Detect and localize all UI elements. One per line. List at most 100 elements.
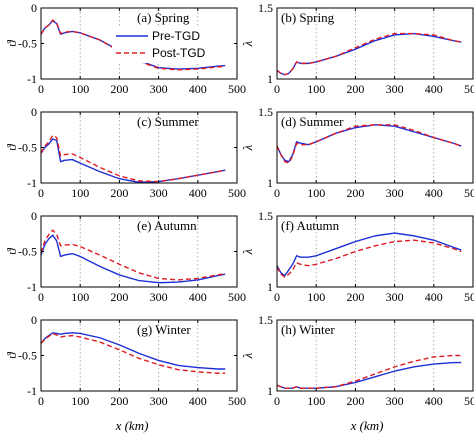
y-tick-label: 0	[31, 313, 37, 327]
x-tick-label: 200	[346, 82, 364, 96]
panel-8: 0 100 200 300 400 500 1 1.5 λ (h) Winter	[240, 313, 474, 408]
x-tick-label: 0	[38, 394, 44, 408]
series-pre-tgd-line	[40, 332, 226, 370]
y-tick-label: 1.5	[258, 1, 273, 15]
y-tick-label: 1.5	[258, 313, 273, 327]
y-axis-label: ϑ	[4, 352, 19, 359]
x-tick-label: 100	[71, 290, 89, 304]
plot-frame	[276, 215, 474, 288]
y-tick-label: -0.5	[18, 141, 37, 155]
x-tick-label: 500	[464, 394, 474, 408]
panel-7: 0 100 200 300 400 500 0 -0.5 -1 ϑ (g) Winter	[4, 313, 246, 408]
legend-pre-label: Pre-TGD	[152, 29, 200, 43]
y-tick-label: 0	[31, 1, 37, 15]
series-post-tgd-line	[40, 134, 226, 183]
x-tick-label: 200	[110, 394, 128, 408]
x-tick-label: 100	[71, 394, 89, 408]
x-tick-label: 300	[386, 290, 404, 304]
panel-title: (a) Spring	[137, 10, 190, 25]
series-post-tgd-line	[276, 32, 462, 76]
y-tick-label: 1	[267, 384, 273, 398]
x-tick-label: 0	[38, 186, 44, 200]
y-tick-label: 1	[267, 280, 273, 294]
series-post-tgd-line	[276, 124, 462, 164]
y-tick-label: -0.5	[18, 245, 37, 259]
x-tick-label: 300	[150, 82, 168, 96]
y-tick-label: 1.5	[258, 105, 273, 119]
x-tick-label: 0	[274, 82, 280, 96]
series-pre-tgd-line	[276, 124, 462, 163]
x-tick-label: 100	[307, 290, 325, 304]
panel-6: 0 100 200 300 400 500 1 1.5 λ (f) Autumn	[240, 209, 474, 304]
panel-title: (d) Summer	[281, 114, 344, 129]
x-tick-label: 500	[464, 82, 474, 96]
panel-3: 0 100 200 300 400 500 0 -0.5 -1 ϑ (c) Summer	[4, 105, 246, 200]
x-tick-label: 500	[228, 290, 246, 304]
y-tick-label: -1	[27, 384, 37, 398]
y-tick-label: -0.5	[18, 37, 37, 51]
series-post-tgd-line	[40, 229, 226, 281]
x-tick-label: 400	[189, 290, 207, 304]
plot-frame	[276, 7, 474, 80]
y-axis-label: λ	[240, 352, 255, 359]
x-tick-label: 300	[150, 290, 168, 304]
series-pre-tgd-line	[276, 232, 462, 277]
legend-box	[112, 27, 224, 63]
panel-title: (g) Winter	[137, 322, 191, 337]
panel-title: (b) Spring	[281, 10, 335, 25]
plot-frame	[276, 111, 474, 184]
y-tick-label: 0	[31, 209, 37, 223]
panel-title: (c) Summer	[137, 114, 199, 129]
x-tick-label: 400	[189, 82, 207, 96]
panel-title: (f) Autumn	[281, 218, 340, 233]
legend-post-label: Post-TGD	[152, 46, 206, 60]
y-axis-label: ϑ	[4, 144, 19, 151]
y-tick-label: 0	[31, 105, 37, 119]
panel-5: 0 100 200 300 400 500 0 -0.5 -1 ϑ (e) Autumn	[4, 209, 246, 304]
series-pre-tgd-line	[40, 234, 226, 284]
y-axis-label: λ	[240, 40, 255, 47]
series-post-tgd-line	[40, 19, 226, 71]
y-axis-label: ϑ	[4, 40, 19, 47]
x-tick-label: 400	[189, 394, 207, 408]
series-post-tgd-line	[276, 239, 462, 278]
x-tick-label: 400	[425, 82, 443, 96]
x-tick-label: 100	[71, 186, 89, 200]
x-tick-label: 100	[307, 394, 325, 408]
x-tick-label: 400	[425, 394, 443, 408]
y-tick-label: 1.5	[258, 209, 273, 223]
y-axis-label: λ	[240, 144, 255, 151]
x-tick-label: 300	[386, 82, 404, 96]
panel-2: 0 100 200 300 400 500 1 1.5 λ (b) Spring	[240, 1, 474, 96]
plot-frame	[276, 319, 474, 392]
x-tick-label: 100	[71, 82, 89, 96]
x-tick-label: 400	[189, 186, 207, 200]
x-tick-label: 400	[425, 290, 443, 304]
y-axis-label: λ	[240, 248, 255, 255]
panel-1: 0 100 200 300 400 500 0 -0.5 -1 ϑ (a) Spring	[4, 1, 246, 96]
y-tick-label: -1	[27, 176, 37, 190]
x-tick-label: 300	[150, 394, 168, 408]
x-axis-label-right: x (km)	[350, 418, 384, 433]
x-tick-label: 500	[228, 82, 246, 96]
x-tick-label: 500	[464, 290, 474, 304]
x-tick-label: 500	[228, 394, 246, 408]
x-tick-label: 300	[150, 186, 168, 200]
x-axis-label-left: x (km)	[115, 418, 149, 433]
x-tick-label: 0	[38, 290, 44, 304]
x-tick-label: 200	[110, 82, 128, 96]
y-tick-label: -1	[27, 280, 37, 294]
y-tick-label: -0.5	[18, 349, 37, 363]
y-tick-label: 1	[267, 72, 273, 86]
series-pre-tgd-line	[40, 138, 226, 183]
x-tick-label: 100	[307, 186, 325, 200]
y-axis-label: ϑ	[4, 248, 19, 255]
x-tick-label: 200	[110, 290, 128, 304]
x-tick-label: 300	[386, 186, 404, 200]
x-tick-label: 400	[425, 186, 443, 200]
panel-title: (h) Winter	[281, 322, 335, 337]
x-tick-label: 200	[346, 394, 364, 408]
y-tick-label: -1	[27, 72, 37, 86]
